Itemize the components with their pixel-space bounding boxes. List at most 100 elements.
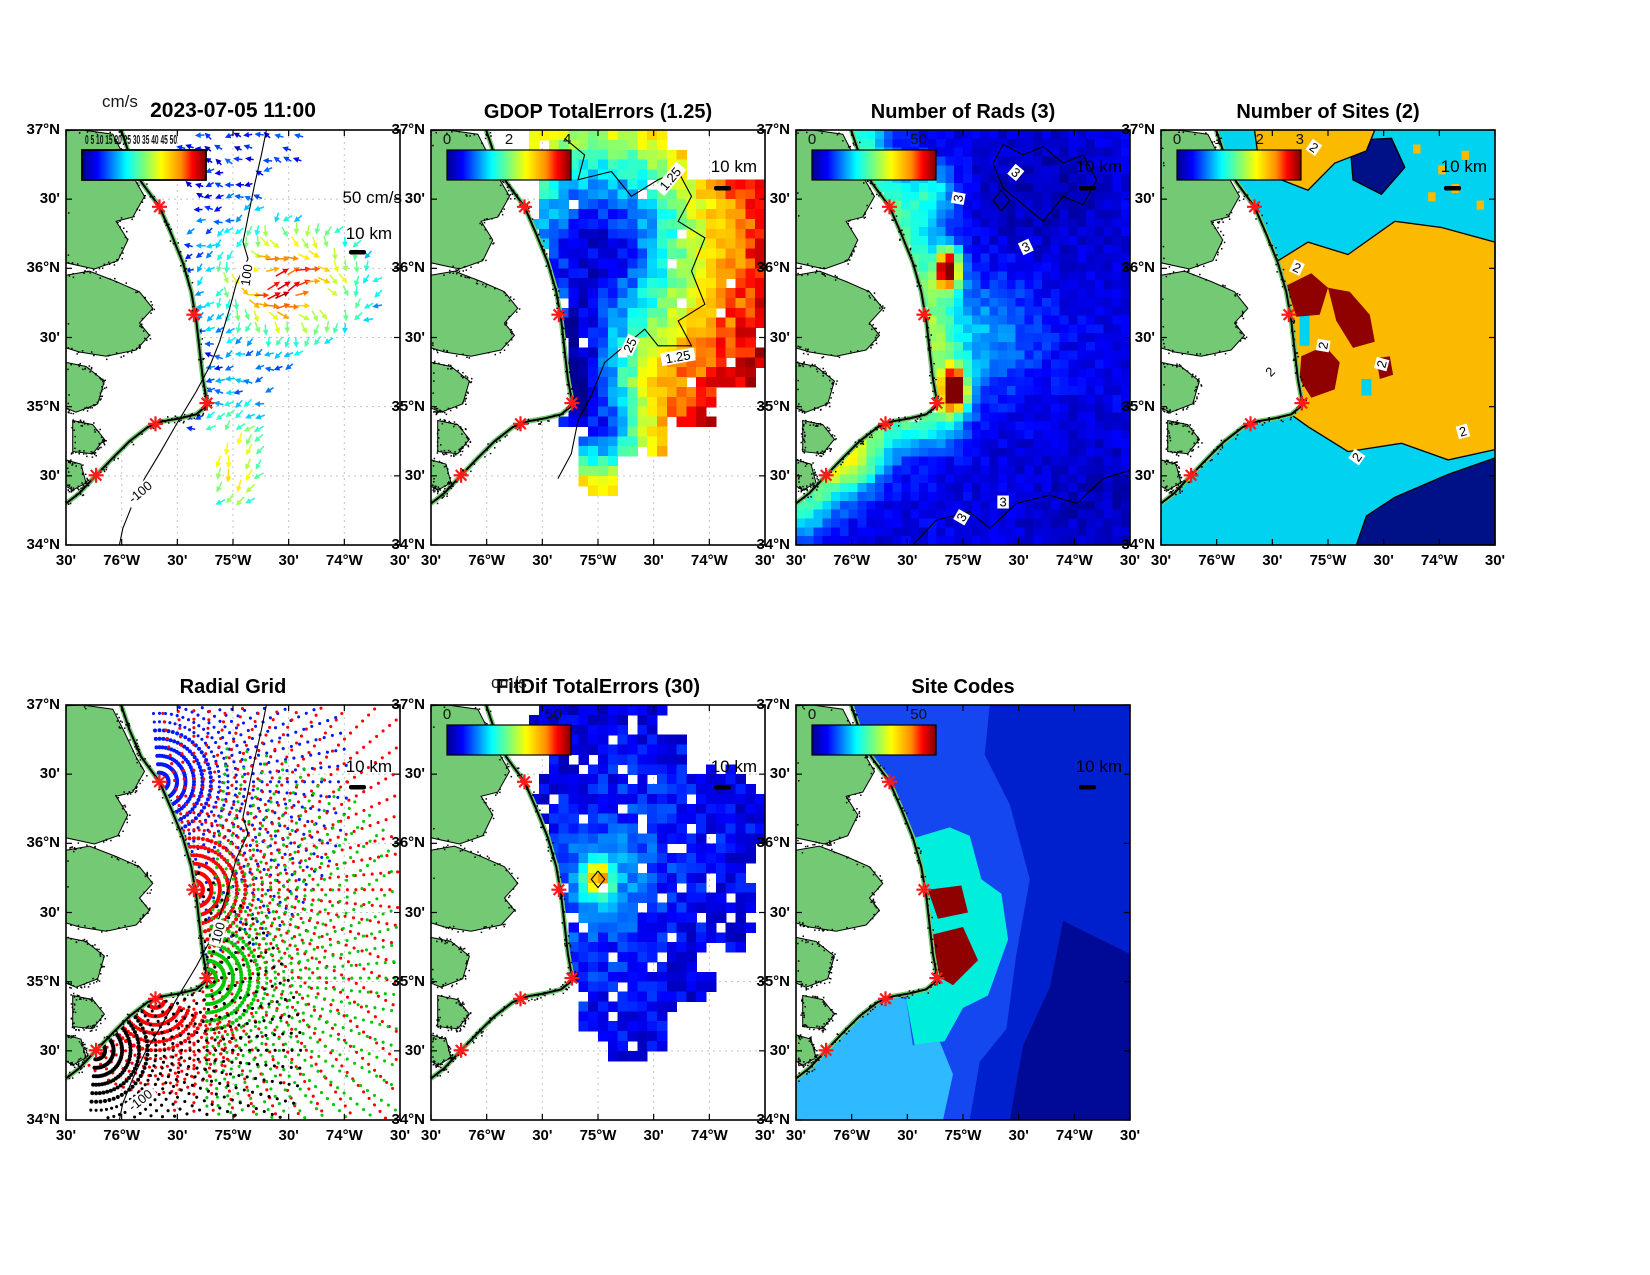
radar-site-asterisk (513, 991, 528, 1007)
scale-label-velocity: 50 cm/s (342, 188, 402, 207)
y-tick-label: 30' (1134, 466, 1155, 484)
x-tick-label: 30' (167, 1127, 188, 1144)
x-tick-label: 74°W (1055, 1127, 1093, 1144)
x-tick-label: 30' (643, 1127, 664, 1144)
x-tick-label: 30' (1373, 552, 1394, 569)
colorbar-tick: 2 (505, 131, 513, 148)
contour-label: 1.25 (660, 347, 696, 366)
svg-text:2: 2 (1457, 423, 1468, 439)
svg-text:3: 3 (999, 495, 1006, 510)
y-tick-label: 30' (404, 466, 425, 484)
y-tick-label: 30' (769, 190, 790, 208)
svg-text:2: 2 (1373, 359, 1389, 370)
colorbar-tick: 0 (808, 706, 816, 723)
radar-site-asterisk (564, 970, 580, 986)
x-tick-label: 30' (532, 552, 553, 569)
panel-gdop-total-errors: GDOP TotalErrors (1.25) 1.25 25 1.25 0 2 4 10… (391, 101, 775, 569)
scale-label-distance: 10 km (1075, 157, 1122, 176)
x-tick-label: 30' (643, 552, 664, 569)
x-tick-label: 30' (532, 1127, 553, 1144)
x-tick-label: 30' (1262, 552, 1283, 569)
x-tick-label: 74°W (325, 552, 363, 569)
scale-bar (1444, 186, 1461, 191)
x-tick-label: 76°W (103, 1127, 141, 1144)
x-tick-label: 30' (55, 1127, 77, 1144)
scale-label-distance: 10 km (710, 757, 757, 776)
y-tick-label: 37°N (26, 696, 60, 713)
scale-label-distance: 10 km (345, 224, 392, 243)
colorbar: 0 50 (443, 706, 572, 756)
land-layer (64, 704, 211, 1081)
x-tick-label: 74°W (1420, 552, 1458, 569)
panel-surface-current-map: 2023-07-05 11:00 cm/s 100 -100 0 5 10 15 2… (26, 92, 410, 569)
y-tick-label: 35°N (26, 972, 60, 990)
colorbar: 0 2 4 (443, 131, 572, 181)
contour-label: 3 (1007, 163, 1025, 182)
y-tick-label: 30' (39, 1041, 60, 1059)
x-tick-label: 30' (785, 1127, 807, 1144)
radar-site-asterisk (199, 395, 215, 411)
panel-title: Number of Rads (3) (870, 101, 1056, 123)
radar-site-asterisk (1243, 416, 1258, 432)
radar-site-asterisk (88, 1042, 104, 1058)
colorbar-ticks-squished: 0 5 10 15 20 25 30 35 40 45 50 (85, 132, 177, 147)
axis-labels: 10 km 37°N 30' 36°N 30' 35°N 30' 34°N 30' 76°W 30'… (26, 696, 410, 1144)
y-tick-label: 36°N (391, 834, 425, 852)
radar-site-asterisk (148, 991, 163, 1007)
scale-bar (1079, 186, 1096, 191)
radar-site-asterisk (517, 199, 532, 215)
x-tick-label: 75°W (1309, 552, 1347, 569)
y-tick-label: 30' (404, 328, 425, 346)
panel-title: FitDif TotalErrors (30) (495, 676, 701, 698)
contour-label: 2 (1305, 138, 1323, 157)
x-tick-label: 30' (389, 552, 411, 569)
panel-number-of-rads: Number of Rads (3) 3 3 3 3 3 0 50 10 km 37°N 30'… (756, 101, 1140, 569)
colorbar-tick: 0 (443, 706, 451, 723)
panel-fitdif-total-errors: FitDif TotalErrors (30) cm/s 0 50 10 km 37… (391, 673, 775, 1144)
x-tick-label: 30' (754, 552, 776, 569)
radar-site-asterisk (878, 416, 893, 432)
x-tick-label: 76°W (468, 552, 506, 569)
axes-frame (65, 704, 401, 1121)
y-tick-label: 30' (404, 903, 425, 921)
svg-text:2: 2 (1315, 341, 1331, 351)
y-tick-label: 30' (769, 328, 790, 346)
radar-site-asterisk (1247, 199, 1262, 215)
panel-radial-grid: Radial Grid 100 -100 10 km 37°N 30' 36°N 30' 3… (26, 676, 410, 1144)
panel-title: Site Codes (911, 676, 1015, 698)
map-plot: 0 50 (429, 704, 766, 1121)
radar-site-asterisk (453, 1042, 469, 1058)
radar-site-asterisk (186, 882, 202, 898)
contour-layer: 2 2 2 2 2 2 2 (1261, 138, 1471, 466)
scale-bar (1079, 785, 1096, 790)
radar-site-asterisk (1294, 395, 1310, 411)
radar-site-asterisk (551, 882, 567, 898)
radar-site-markers (818, 774, 945, 1058)
svg-text:3: 3 (950, 193, 966, 203)
x-tick-label: 76°W (103, 552, 141, 569)
panel-site-codes: Site Codes 0 50 10 km 37°N 30' 36°N 30' 35°N 30… (756, 676, 1140, 1144)
y-tick-label: 35°N (391, 397, 425, 415)
land-layer (64, 129, 213, 506)
scale-bar (349, 785, 366, 790)
radar-site-asterisk (916, 882, 932, 898)
x-tick-label: 30' (754, 1127, 776, 1144)
y-tick-label: 35°N (391, 972, 425, 990)
y-tick-label: 34°N (1121, 536, 1155, 553)
colorbar-tick: 50 (545, 706, 562, 723)
x-tick-label: 30' (1119, 552, 1141, 569)
x-tick-label: 75°W (579, 552, 617, 569)
y-tick-label: 30' (39, 466, 60, 484)
radar-site-asterisk (818, 467, 834, 483)
colorbar-tick: 0 (443, 131, 451, 148)
contour-label: 3 (1017, 239, 1034, 255)
contour-label: 2 (1455, 423, 1471, 440)
radar-site-markers (88, 199, 215, 483)
y-tick-label: 35°N (1121, 397, 1155, 415)
x-tick-label: 30' (420, 552, 442, 569)
x-tick-label: 76°W (468, 1127, 506, 1144)
radar-site-markers (453, 774, 580, 1058)
